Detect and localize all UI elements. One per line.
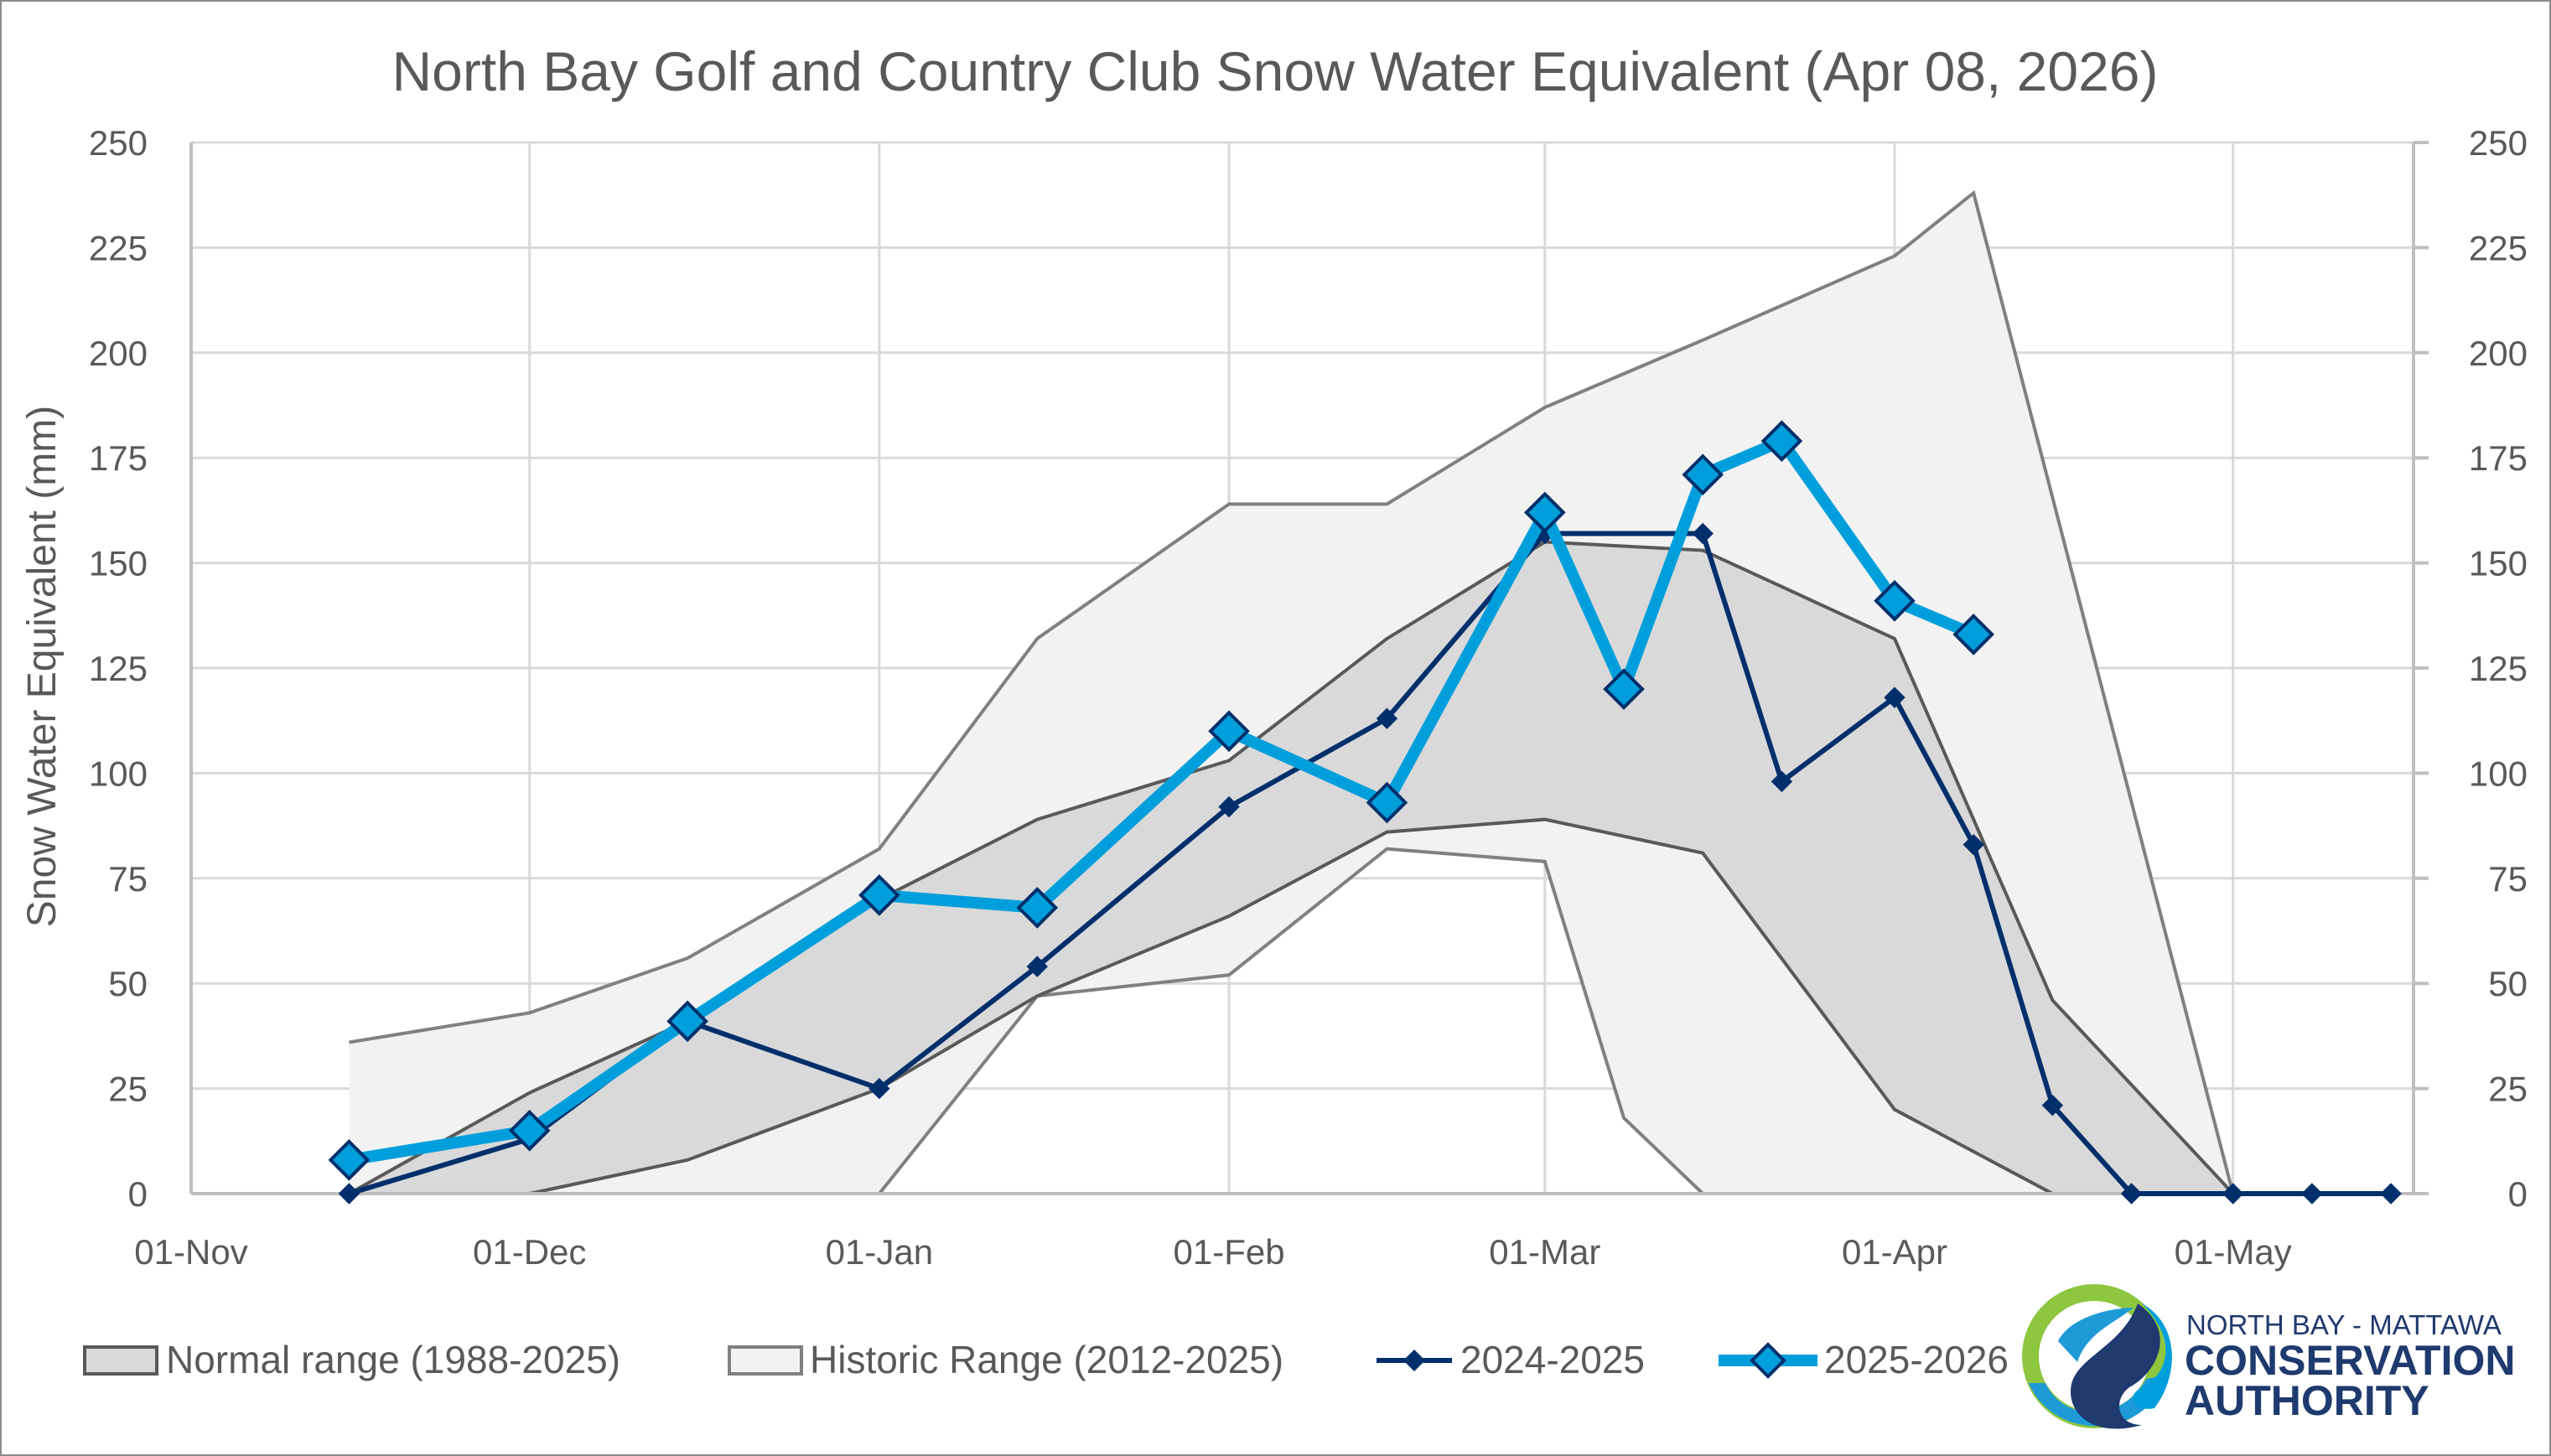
data-point-2024-2025	[2120, 1183, 2143, 1205]
data-point-2025-2026	[1016, 887, 1059, 929]
data-point-2024-2025	[2041, 1094, 2064, 1117]
data-point-2025-2026	[1874, 579, 1916, 622]
y-axis-label: Snow Water Equivalent (mm)	[20, 406, 65, 927]
legend-label: Normal range (1988-2025)	[166, 1338, 620, 1381]
series-lines	[328, 420, 2402, 1205]
legend-item-2024-2025[interactable]: 2024-2025	[1377, 1338, 1645, 1381]
x-tick-label: 01-Dec	[473, 1232, 586, 1272]
range-area-normal	[349, 541, 2233, 1194]
legend-marker-2024-2025	[1403, 1350, 1425, 1371]
chart-title: North Bay Golf and Country Club Snow Wat…	[392, 40, 2159, 102]
data-point-2024-2025	[2301, 1183, 2323, 1205]
data-point-2025-2026	[666, 1000, 708, 1043]
data-point-2024-2025	[1771, 770, 1793, 793]
conservation-authority-logo: NORTH BAY - MATTAWA CONSERVATION AUTHORI…	[2022, 1284, 2515, 1429]
y-tick-label-left: 100	[89, 754, 148, 793]
y-tick-label-left: 225	[89, 228, 148, 267]
y-axis-right-ticks: 0 25 50 75 100 125 150 175 200 225 250	[2469, 123, 2528, 1214]
y-tick-label-right: 250	[2469, 123, 2528, 163]
y-tick-label-left: 50	[108, 964, 148, 1003]
x-axis-ticks: 01-Nov 01-Dec 01-Jan 01-Feb 01-Mar 01-Apr 01-M…	[134, 1232, 2291, 1272]
data-point-2024-2025	[2222, 1183, 2244, 1205]
x-tick-label: 01-Mar	[1489, 1232, 1600, 1272]
legend-item-2025-2026[interactable]: 2025-2026	[1719, 1338, 2009, 1381]
data-point-2025-2026	[1366, 781, 1408, 824]
y-tick-label-right: 225	[2469, 228, 2528, 267]
data-point-2025-2026	[858, 874, 900, 916]
x-tick-label: 01-Nov	[134, 1232, 247, 1272]
data-point-2025-2026	[328, 1139, 371, 1181]
y-tick-label-right: 50	[2488, 964, 2528, 1003]
data-point-2024-2025	[868, 1077, 890, 1100]
y-tick-label-right: 0	[2508, 1174, 2528, 1214]
range-lower-line-normal	[349, 817, 2233, 1195]
y-tick-label-left: 250	[89, 123, 148, 163]
y-tick-label-left: 125	[89, 649, 148, 688]
data-point-2025-2026	[508, 1109, 551, 1152]
data-point-2025-2026	[1952, 614, 1995, 655]
y-axis-left-ticks: 0 25 50 75 100 125 150 175 200 225 250	[89, 123, 148, 1214]
data-point-2024-2025	[1026, 956, 1048, 977]
y-tick-label-right: 125	[2469, 649, 2528, 688]
legend: Normal range (1988-2025) Historic Range …	[83, 1338, 2009, 1381]
logo-line-3: AUTHORITY	[2185, 1377, 2429, 1424]
data-point-2025-2026	[1208, 710, 1250, 753]
data-point-2024-2025	[1692, 522, 1714, 545]
y-tick-label-right: 25	[2488, 1070, 2528, 1109]
x-tick-label: 01-Feb	[1173, 1232, 1284, 1272]
data-point-2024-2025	[2380, 1183, 2402, 1205]
y-tick-label-left: 25	[108, 1070, 148, 1109]
data-point-2024-2025	[338, 1183, 360, 1205]
logo-line-1: NORTH BAY - MATTAWA	[2186, 1309, 2502, 1340]
logo-swirl-icon	[2022, 1284, 2172, 1429]
data-point-2025-2026	[1760, 420, 1803, 462]
legend-item-normal-range[interactable]: Normal range (1988-2025)	[83, 1338, 620, 1381]
legend-swatch-normal-range	[83, 1345, 158, 1376]
legend-label: 2025-2026	[1824, 1338, 2009, 1381]
legend-label: Historic Range (2012-2025)	[810, 1338, 1283, 1381]
y-tick-label-right: 75	[2488, 859, 2528, 899]
data-point-2024-2025	[1963, 833, 1984, 856]
x-tick-label: 01-Jan	[826, 1232, 933, 1272]
legend-swatch-historic-range	[728, 1345, 803, 1376]
y-tick-label-right: 100	[2469, 754, 2528, 793]
y-tick-label-right: 150	[2469, 544, 2528, 583]
axes	[189, 141, 2429, 1195]
range-upper-line-historic	[349, 189, 2235, 1194]
y-tick-label-left: 0	[128, 1174, 148, 1214]
data-point-2024-2025	[1884, 687, 1905, 708]
y-tick-label-left: 175	[89, 438, 148, 478]
y-tick-label-left: 150	[89, 544, 148, 583]
y-tick-label-right: 175	[2469, 438, 2528, 478]
x-tick-label: 01-May	[2175, 1232, 2292, 1272]
data-point-2024-2025	[1218, 795, 1240, 818]
y-tick-label-left: 75	[108, 859, 148, 899]
logo-line-2: CONSERVATION	[2185, 1337, 2515, 1384]
y-tick-label-left: 200	[89, 334, 148, 373]
legend-marker-2025-2026	[1750, 1342, 1786, 1379]
legend-label: 2024-2025	[1460, 1338, 1645, 1381]
data-point-2025-2026	[1682, 453, 1724, 496]
data-point-2025-2026	[1523, 491, 1566, 534]
data-point-2024-2025	[1376, 707, 1398, 729]
x-tick-label: 01-Apr	[1842, 1232, 1947, 1272]
range-areas	[348, 189, 2235, 1195]
data-point-2025-2026	[1603, 668, 1645, 710]
y-tick-label-right: 200	[2469, 334, 2528, 373]
legend-item-historic-range[interactable]: Historic Range (2012-2025)	[728, 1338, 1283, 1381]
